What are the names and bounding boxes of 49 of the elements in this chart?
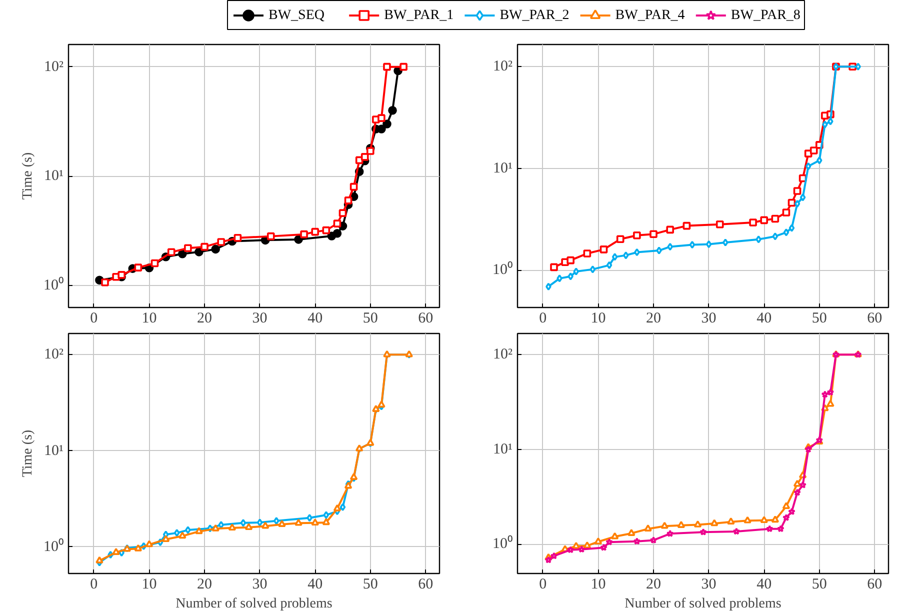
x-tick-label: 30 — [701, 576, 716, 592]
y-tick-label: 10⁰ — [492, 261, 512, 278]
y-tick-label: 10¹ — [493, 441, 513, 458]
y-axis-title: Time (s) — [20, 430, 36, 478]
legend-label: BW_PAR_8 — [730, 8, 800, 23]
x-axis-title: Number of solved problems — [624, 596, 782, 612]
y-tick-label: 10⁰ — [44, 538, 64, 555]
y-tick-label: 10⁰ — [44, 276, 64, 294]
legend-label: BW_SEQ — [268, 8, 324, 23]
y-tick-label: 10² — [44, 58, 64, 75]
x-tick-label: 0 — [90, 310, 98, 326]
x-axis-title: Number of solved problems — [176, 596, 332, 612]
y-axis-title: Time (s) — [20, 152, 36, 200]
x-tick-label: 40 — [756, 576, 772, 592]
x-tick-label: 40 — [756, 310, 772, 326]
x-tick-label: 30 — [701, 310, 716, 326]
x-tick-label: 20 — [646, 576, 662, 592]
y-tick-label: 10² — [493, 346, 514, 363]
legend-label: BW_PAR_2 — [500, 8, 570, 23]
y-tick-label: 10² — [493, 58, 514, 75]
x-tick-label: 0 — [90, 576, 98, 592]
y-tick-label: 10² — [44, 346, 64, 363]
x-tick-label: 10 — [590, 576, 606, 592]
x-tick-label: 0 — [539, 576, 547, 592]
x-tick-label: 50 — [362, 576, 378, 592]
x-tick-label: 10 — [142, 310, 157, 326]
x-tick-label: 20 — [197, 576, 212, 592]
x-tick-label: 60 — [418, 576, 434, 592]
x-tick-label: 10 — [590, 310, 606, 326]
x-tick-label: 50 — [812, 576, 827, 592]
x-tick-label: 50 — [362, 310, 378, 326]
x-tick-label: 60 — [867, 310, 882, 326]
legend-label: BW_PAR_1 — [384, 8, 454, 23]
x-tick-label: 50 — [812, 310, 827, 326]
y-tick-label: 10⁰ — [492, 535, 512, 552]
x-tick-label: 20 — [197, 310, 212, 326]
y-tick-label: 10¹ — [44, 442, 64, 459]
x-tick-label: 40 — [308, 310, 323, 326]
x-tick-label: 30 — [252, 310, 268, 326]
x-tick-label: 60 — [418, 310, 434, 326]
x-tick-label: 10 — [142, 576, 157, 592]
x-tick-label: 40 — [308, 576, 323, 592]
y-tick-label: 10¹ — [493, 160, 513, 176]
x-tick-label: 30 — [252, 576, 268, 592]
x-tick-label: 0 — [539, 310, 547, 326]
x-tick-label: 20 — [646, 310, 662, 326]
legend-label: BW_PAR_4 — [615, 8, 685, 23]
y-tick-label: 10¹ — [44, 168, 64, 184]
x-tick-label: 60 — [867, 576, 882, 592]
